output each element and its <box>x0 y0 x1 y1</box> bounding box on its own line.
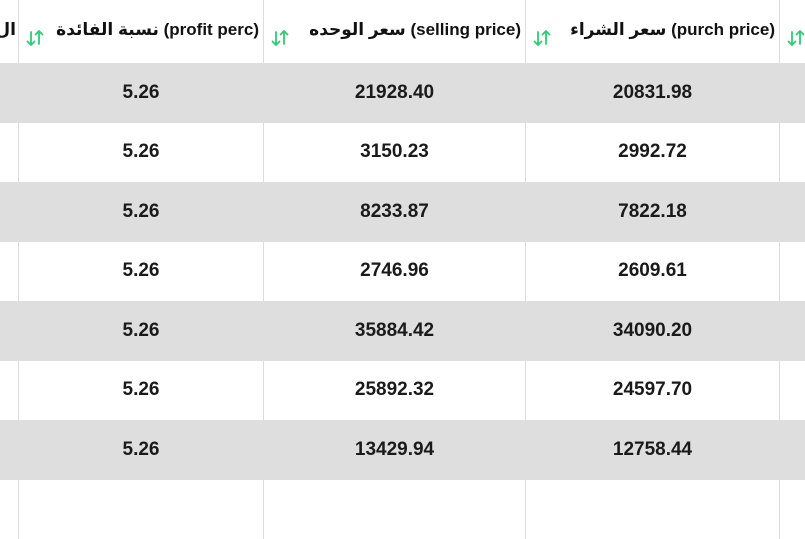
sort-arrows-icon[interactable] <box>532 28 552 48</box>
cell-partial <box>779 123 805 183</box>
cell-purchase: 20831.98 <box>525 63 779 123</box>
cell-profit: 5.26 <box>18 301 263 361</box>
cell-purchase: 12758.44 <box>525 420 779 480</box>
cell-partial <box>779 480 805 539</box>
sort-arrows-icon[interactable] <box>270 28 290 48</box>
cell-profit: 5.26 <box>18 63 263 123</box>
cell-profit: 5.26 <box>18 242 263 302</box>
table-header: ال نسبة الفائدة (profit perc) سعر الوحده… <box>0 0 805 63</box>
cell-partial <box>779 420 805 480</box>
cell-selling: 13429.94 <box>263 420 525 480</box>
cell-partial <box>0 361 18 421</box>
cell-partial <box>0 301 18 361</box>
cell-selling: 8233.87 <box>263 182 525 242</box>
cell-profit: 5.26 <box>18 182 263 242</box>
cell-partial <box>779 182 805 242</box>
cell-partial <box>779 301 805 361</box>
cell-selling: 2746.96 <box>263 242 525 302</box>
cell-partial <box>0 182 18 242</box>
cell-selling: 35884.42 <box>263 301 525 361</box>
column-header-selling[interactable]: سعر الوحده (selling price) <box>263 0 525 63</box>
column-header-partial[interactable]: ال <box>0 0 18 63</box>
cell-purchase: 7822.18 <box>525 182 779 242</box>
column-header-profit-label: نسبة الفائدة (profit perc) <box>56 20 259 40</box>
cell-partial <box>779 242 805 302</box>
column-header-purchase-label: سعر الشراء (purch price) <box>570 20 775 40</box>
cell-selling <box>263 480 525 539</box>
cell-partial <box>0 480 18 539</box>
sort-arrows-icon[interactable] <box>25 28 45 48</box>
cell-purchase <box>525 480 779 539</box>
cell-partial <box>779 63 805 123</box>
sort-arrows-icon[interactable] <box>786 28 805 48</box>
cell-profit: 5.26 <box>18 361 263 421</box>
cell-partial <box>0 242 18 302</box>
cell-purchase: 2609.61 <box>525 242 779 302</box>
column-header-purchase[interactable]: سعر الشراء (purch price) <box>525 0 779 63</box>
cell-purchase: 24597.70 <box>525 361 779 421</box>
cell-selling: 25892.32 <box>263 361 525 421</box>
cell-partial <box>779 361 805 421</box>
data-table: ال نسبة الفائدة (profit perc) سعر الوحده… <box>0 0 805 496</box>
column-header-selling-label: سعر الوحده (selling price) <box>309 20 521 40</box>
column-header-profit[interactable]: نسبة الفائدة (profit perc) <box>18 0 263 63</box>
cell-profit: 5.26 <box>18 123 263 183</box>
cell-profit: 5.26 <box>18 420 263 480</box>
cell-purchase: 2992.72 <box>525 123 779 183</box>
column-header-next[interactable] <box>779 0 805 63</box>
cell-profit <box>18 480 263 539</box>
cell-partial <box>0 123 18 183</box>
cell-partial <box>0 420 18 480</box>
cell-selling: 21928.40 <box>263 63 525 123</box>
column-header-partial-label: ال <box>0 20 16 40</box>
table-row[interactable] <box>0 480 805 539</box>
cell-partial <box>0 63 18 123</box>
cell-selling: 3150.23 <box>263 123 525 183</box>
cell-purchase: 34090.20 <box>525 301 779 361</box>
